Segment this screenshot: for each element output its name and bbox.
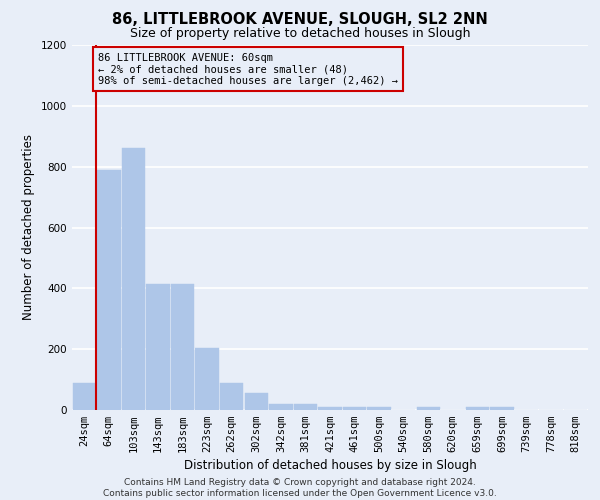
X-axis label: Distribution of detached houses by size in Slough: Distribution of detached houses by size … bbox=[184, 460, 476, 472]
Bar bbox=[490, 407, 514, 410]
Bar bbox=[367, 407, 391, 410]
Bar bbox=[220, 382, 244, 410]
Bar bbox=[319, 407, 341, 410]
Bar bbox=[97, 170, 121, 410]
Bar bbox=[466, 407, 489, 410]
Text: 86 LITTLEBROOK AVENUE: 60sqm
← 2% of detached houses are smaller (48)
98% of sem: 86 LITTLEBROOK AVENUE: 60sqm ← 2% of det… bbox=[98, 52, 398, 86]
Text: Size of property relative to detached houses in Slough: Size of property relative to detached ho… bbox=[130, 28, 470, 40]
Bar bbox=[343, 407, 366, 410]
Bar bbox=[196, 348, 219, 410]
Bar bbox=[146, 284, 170, 410]
Bar bbox=[171, 284, 194, 410]
Text: 86, LITTLEBROOK AVENUE, SLOUGH, SL2 2NN: 86, LITTLEBROOK AVENUE, SLOUGH, SL2 2NN bbox=[112, 12, 488, 28]
Y-axis label: Number of detached properties: Number of detached properties bbox=[22, 134, 35, 320]
Bar bbox=[73, 382, 96, 410]
Bar bbox=[416, 407, 440, 410]
Bar bbox=[269, 404, 293, 410]
Bar bbox=[294, 404, 317, 410]
Bar bbox=[245, 394, 268, 410]
Bar bbox=[122, 148, 145, 410]
Text: Contains HM Land Registry data © Crown copyright and database right 2024.
Contai: Contains HM Land Registry data © Crown c… bbox=[103, 478, 497, 498]
